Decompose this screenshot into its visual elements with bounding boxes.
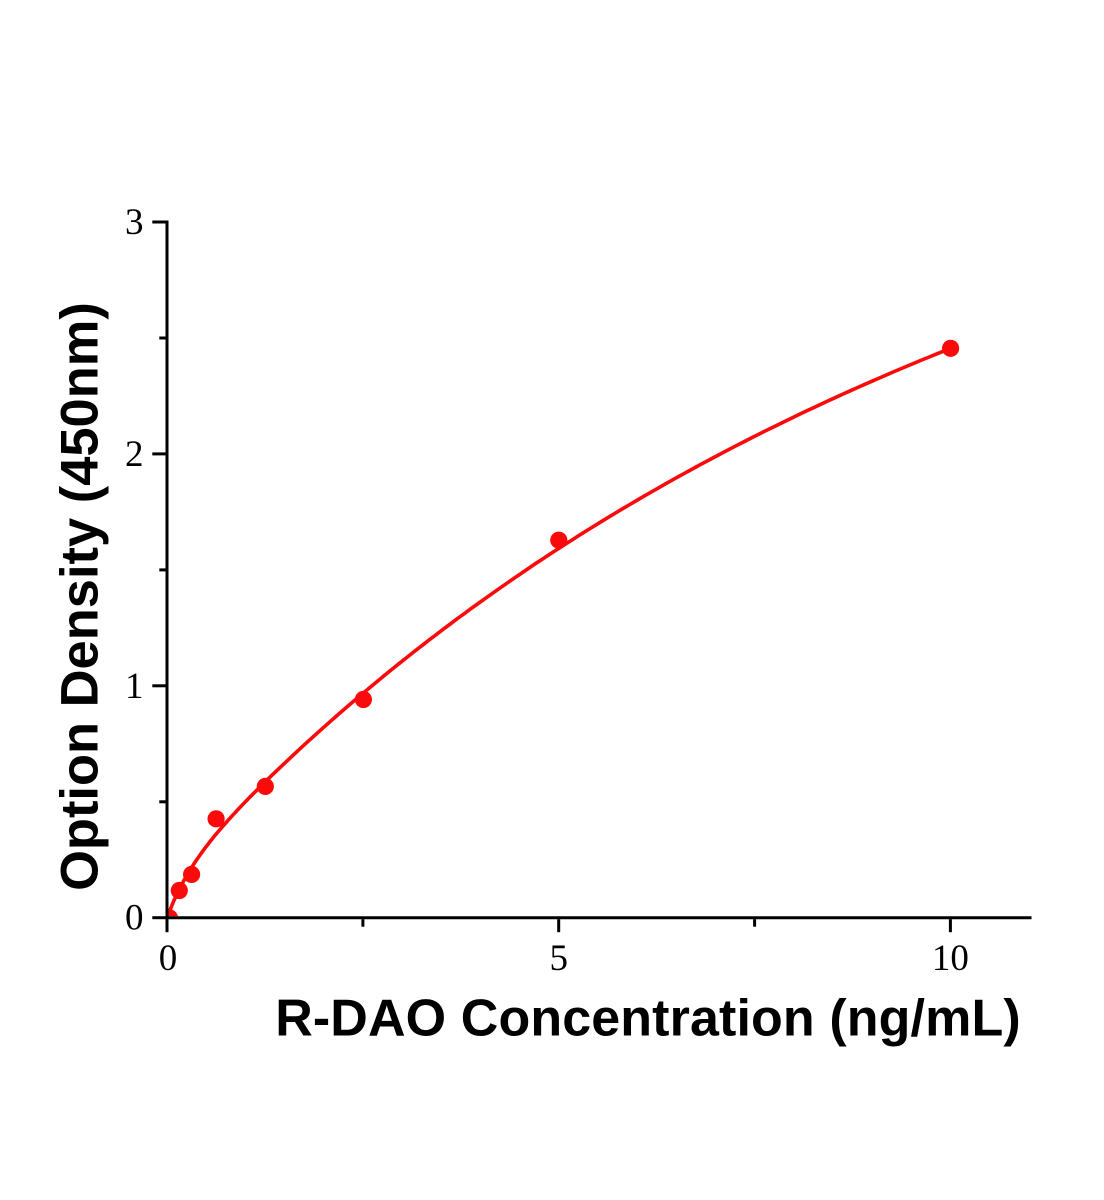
- svg-text:10: 10: [932, 938, 969, 979]
- svg-text:R-DAO Concentration (ng/mL): R-DAO Concentration (ng/mL): [275, 989, 1021, 1047]
- svg-text:2: 2: [125, 434, 144, 475]
- svg-text:0: 0: [159, 938, 178, 979]
- svg-text:0: 0: [125, 898, 144, 939]
- svg-text:1: 1: [125, 666, 144, 707]
- svg-text:Option Density (450nm): Option Density (450nm): [50, 302, 109, 891]
- svg-text:3: 3: [125, 202, 144, 243]
- svg-text:5: 5: [549, 938, 568, 979]
